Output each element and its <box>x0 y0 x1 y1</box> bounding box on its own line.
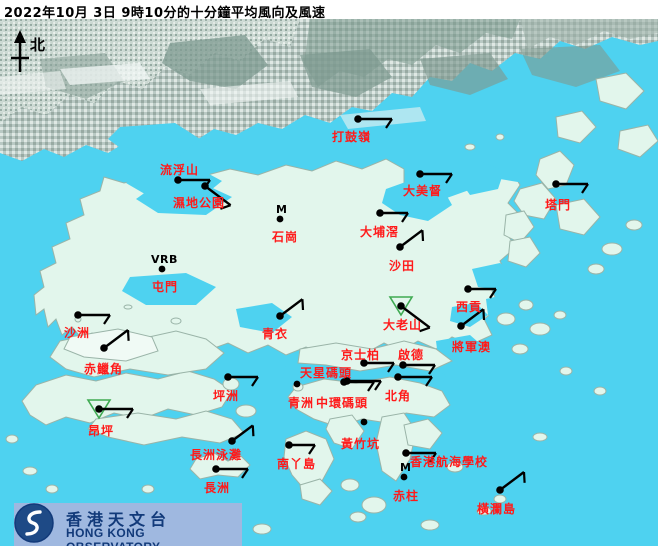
station-label-3: 石崗 <box>272 230 299 244</box>
wind-station-22 <box>224 373 259 387</box>
map-canvas: 打鼓嶺流浮山濕地公園石崗 M 大美督塔門大埔滘沙田西貢 屯門 VRB 沙洲赤鱲角昂坪 大老山… <box>0 19 658 546</box>
station-label-10: 沙洲 <box>64 326 91 340</box>
station-label-7: 沙田 <box>389 259 416 273</box>
wind-station-4 <box>416 170 453 184</box>
station-label-17: 將軍澳 <box>452 340 492 354</box>
station-label-2: 濕地公園 <box>173 196 226 210</box>
station-label-0: 打鼓嶺 <box>332 130 372 144</box>
wind-station-12 <box>86 399 134 420</box>
station-label-12: 昂坪 <box>88 424 115 438</box>
wind-barb-layer <box>74 115 589 494</box>
wind-station-25 <box>285 441 316 455</box>
wind-station-24 <box>212 465 249 479</box>
station-label-8: 西貢 <box>456 300 483 314</box>
station-label-26: 黃竹坑 <box>341 437 381 451</box>
station-label-5: 塔門 <box>545 198 572 212</box>
wind-station-2 <box>201 182 232 210</box>
station-label-11: 赤鱲角 <box>84 362 124 376</box>
wind-station-3 <box>276 215 284 223</box>
page-title: 2022年10月 3日 9時10分的十分鐘平均風向及風速 <box>4 6 326 21</box>
hko-logo: 香港天文台 HONG KONG OBSERVATORY <box>14 503 242 546</box>
station-label-14: 青衣 <box>262 327 289 341</box>
wind-station-5 <box>552 180 589 194</box>
station-label-25: 南丫島 <box>277 457 317 471</box>
wind-station-14 <box>276 298 305 320</box>
station-label-29: 橫瀾島 <box>477 502 517 516</box>
wind-station-6 <box>376 209 409 223</box>
station-label-13: 大老山 <box>383 318 423 332</box>
wind-station-29 <box>496 471 526 494</box>
wind-station-23 <box>228 424 255 445</box>
wind-station-19 <box>340 378 375 392</box>
station-label-1: 流浮山 <box>160 163 200 177</box>
wind-station-15 <box>360 359 395 373</box>
north-arrow-label: 北 <box>30 36 46 54</box>
wind-station-28 <box>400 473 408 481</box>
station-label-9: 屯門 <box>152 280 179 294</box>
station-label-15: 京士柏 <box>341 348 381 362</box>
station-mark-9: VRB <box>151 253 178 266</box>
station-mark-3: M <box>276 203 288 216</box>
station-label-18: 天星碼頭 <box>300 366 353 380</box>
station-label-28: 赤柱 <box>393 489 420 503</box>
station-mark-28: M <box>400 461 412 474</box>
north-arrow: 北 <box>6 28 52 76</box>
map-geography <box>0 19 658 546</box>
station-label-16: 啟德 <box>398 348 425 362</box>
hko-logo-name-en: HONG KONG OBSERVATORY <box>66 526 160 546</box>
wind-station-7 <box>396 229 425 251</box>
station-label-6: 大埔滘 <box>360 225 400 239</box>
wind-station-17 <box>457 308 486 330</box>
station-label-4: 大美督 <box>403 184 443 198</box>
wind-station-20 <box>394 373 433 387</box>
station-label-21: 青洲 <box>288 396 315 410</box>
wind-station-8 <box>464 285 497 299</box>
station-label-19: 中環碼頭 <box>316 396 369 410</box>
wind-station-10 <box>74 311 111 325</box>
wind-station-26 <box>360 418 368 426</box>
wind-station-0 <box>354 115 393 129</box>
wind-station-11 <box>100 329 130 352</box>
station-label-23: 長洲泳灘 <box>190 448 243 462</box>
station-label-24: 長洲 <box>204 481 231 495</box>
title-bar: 2022年10月 3日 9時10分的十分鐘平均風向及風速 <box>0 0 658 21</box>
station-label-22: 坪洲 <box>213 389 240 403</box>
hko-logo-name-zh: 香港天文台 <box>66 510 172 529</box>
wind-station-16 <box>399 361 436 375</box>
station-label-20: 北角 <box>385 389 412 403</box>
wind-station-21 <box>293 380 301 388</box>
wind-station-9 <box>158 265 166 273</box>
wind-station-27 <box>402 449 437 463</box>
wind-station-13 <box>388 296 431 333</box>
station-label-27: 香港航海學校 <box>410 455 489 469</box>
hko-logo-mark <box>14 503 54 543</box>
